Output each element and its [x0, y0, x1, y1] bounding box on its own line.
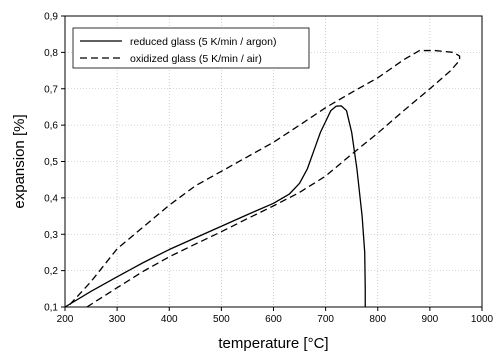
- series-line-oxidized-glass: [67, 49, 461, 308]
- y-tick-label: 0,2: [44, 266, 58, 277]
- y-tick-label: 0,1: [44, 303, 58, 314]
- x-tick-label: 200: [57, 314, 74, 325]
- y-tick-label: 0,6: [44, 121, 58, 132]
- legend: reduced glass (5 K/min / argon) oxidized…: [72, 27, 310, 69]
- y-tick-label: 0,9: [44, 12, 58, 23]
- x-tick-label: 900: [422, 314, 439, 325]
- y-tick-label: 0,4: [44, 193, 58, 204]
- x-axis-title: temperature [°C]: [218, 335, 328, 352]
- x-tick-label: 300: [109, 314, 126, 325]
- legend-label-reduced-glass: reduced glass (5 K/min / argon): [130, 36, 277, 48]
- x-tick-label: 500: [213, 314, 230, 325]
- axis-ticks: 200 300 400 500 600 700 800 900 1000 0,1 0,2 0,3 0,4…: [44, 12, 493, 326]
- y-tick-label: 0,3: [44, 230, 58, 241]
- legend-box: [72, 27, 310, 69]
- legend-label-oxidized-glass: oxidized glass (5 K/min / air): [130, 53, 262, 65]
- x-tick-label: 800: [369, 314, 386, 325]
- y-tick-label: 0,5: [44, 157, 58, 168]
- y-tick-label: 0,7: [44, 84, 58, 95]
- series-line-reduced-glass: [64, 105, 366, 308]
- x-tick-label: 1000: [471, 314, 494, 325]
- x-tick-label: 400: [161, 314, 178, 325]
- x-tick-label: 600: [265, 314, 282, 325]
- series-group: [64, 49, 461, 308]
- y-axis-title: expansion [%]: [11, 114, 28, 208]
- y-tick-label: 0,8: [44, 48, 58, 59]
- x-tick-label: 700: [317, 314, 334, 325]
